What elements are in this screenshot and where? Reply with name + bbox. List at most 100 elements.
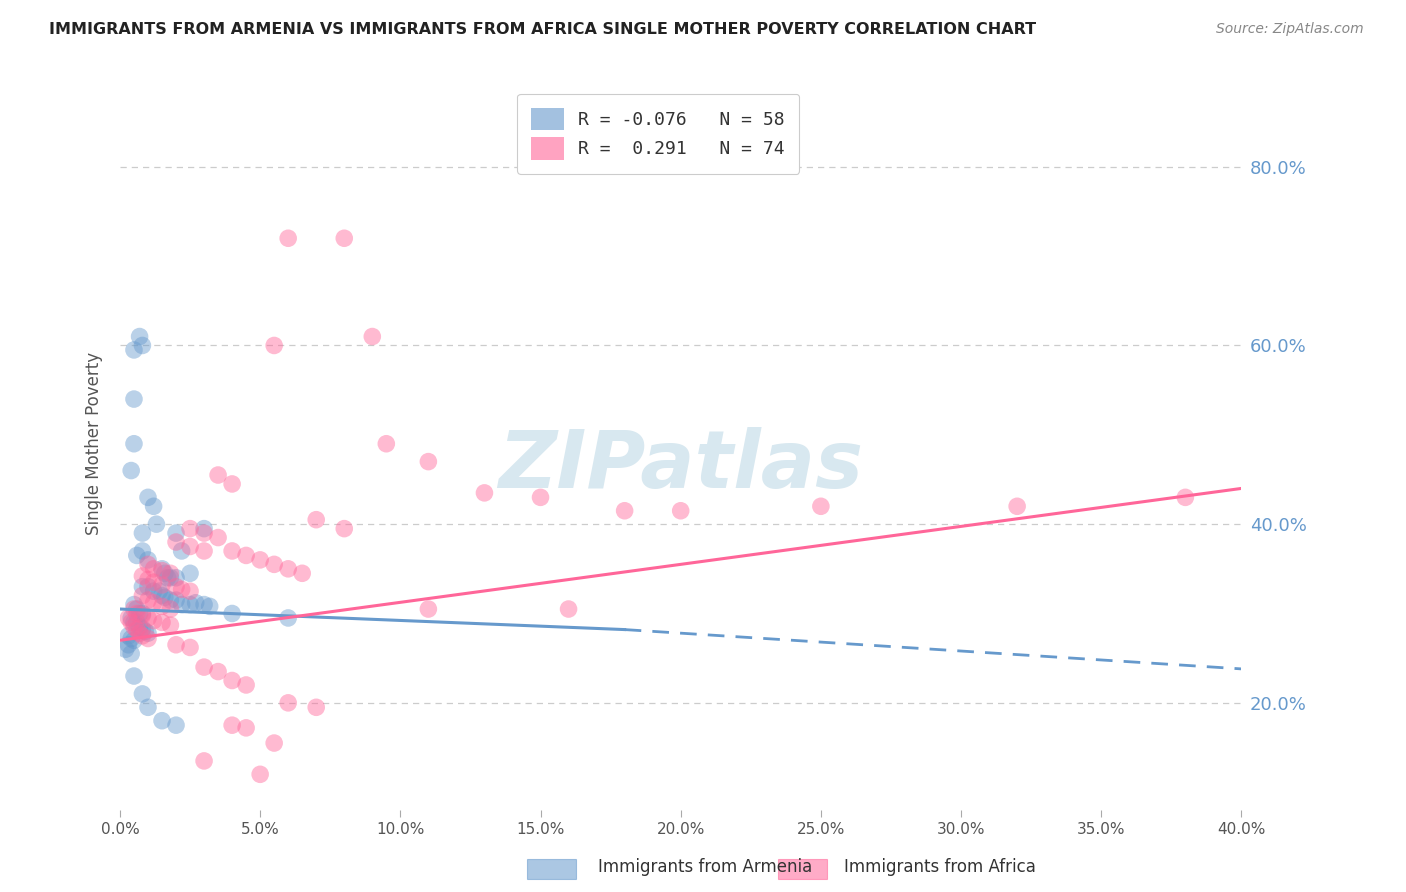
Point <box>150 615 173 630</box>
Point <box>184 596 207 610</box>
Point <box>122 620 145 634</box>
Point <box>122 669 145 683</box>
Point <box>179 540 201 554</box>
Legend: R = -0.076   N = 58, R =  0.291   N = 74: R = -0.076 N = 58, R = 0.291 N = 74 <box>517 94 800 174</box>
Point <box>145 517 167 532</box>
Point <box>142 575 165 590</box>
Point <box>142 562 165 576</box>
Point <box>125 623 148 637</box>
Point <box>122 615 145 630</box>
Point <box>120 464 142 478</box>
Point <box>136 632 159 646</box>
Text: IMMIGRANTS FROM ARMENIA VS IMMIGRANTS FROM AFRICA SINGLE MOTHER POVERTY CORRELAT: IMMIGRANTS FROM ARMENIA VS IMMIGRANTS FR… <box>49 22 1036 37</box>
Point <box>235 549 257 563</box>
Point <box>207 468 229 483</box>
Point <box>305 700 328 714</box>
Point <box>179 598 201 612</box>
Point <box>221 477 243 491</box>
Text: Immigrants from Africa: Immigrants from Africa <box>844 858 1035 876</box>
Point <box>235 678 257 692</box>
Point <box>131 629 153 643</box>
Point <box>170 544 193 558</box>
Point <box>125 607 148 621</box>
Point <box>122 436 145 450</box>
Point <box>150 564 173 578</box>
Point <box>193 522 215 536</box>
Point <box>193 526 215 541</box>
Point <box>131 526 153 541</box>
Point <box>165 535 187 549</box>
Point <box>120 611 142 625</box>
Point <box>131 580 153 594</box>
Point <box>361 329 384 343</box>
Point <box>136 593 159 607</box>
Point <box>179 522 201 536</box>
Point <box>1005 500 1028 514</box>
Point <box>114 642 136 657</box>
Point <box>117 638 139 652</box>
Point <box>263 558 285 572</box>
Point <box>122 392 145 406</box>
Point <box>150 578 173 592</box>
Point <box>125 615 148 630</box>
Point <box>193 598 215 612</box>
Text: Source: ZipAtlas.com: Source: ZipAtlas.com <box>1216 22 1364 37</box>
Point <box>418 455 440 469</box>
Point <box>134 624 156 639</box>
Point <box>198 599 221 614</box>
Point <box>156 571 179 585</box>
Point <box>221 718 243 732</box>
Point <box>150 599 173 614</box>
Point <box>1174 491 1197 505</box>
Point <box>810 500 832 514</box>
Point <box>136 553 159 567</box>
Point <box>131 607 153 621</box>
Point <box>150 589 173 603</box>
Point <box>277 696 299 710</box>
Point <box>122 598 145 612</box>
Point <box>122 602 145 616</box>
Point <box>249 767 271 781</box>
Point <box>170 582 193 597</box>
Point <box>179 584 201 599</box>
Point <box>117 611 139 625</box>
Text: ZIPatlas: ZIPatlas <box>498 426 863 505</box>
Point <box>221 544 243 558</box>
Point <box>474 486 496 500</box>
Point <box>131 569 153 583</box>
Point <box>165 580 187 594</box>
Point <box>333 231 356 245</box>
Point <box>557 602 579 616</box>
Point <box>170 598 193 612</box>
Point <box>333 522 356 536</box>
Point <box>418 602 440 616</box>
Point <box>159 566 181 581</box>
Point <box>207 531 229 545</box>
Point <box>125 602 148 616</box>
Point <box>159 602 181 616</box>
Point <box>142 500 165 514</box>
Point <box>125 549 148 563</box>
Point <box>159 593 181 607</box>
Point <box>142 596 165 610</box>
Point <box>207 665 229 679</box>
Point <box>529 491 551 505</box>
Point <box>193 544 215 558</box>
Point <box>179 566 201 581</box>
Point <box>142 584 165 599</box>
Point <box>159 571 181 585</box>
Point <box>159 618 181 632</box>
Point <box>165 638 187 652</box>
Point <box>235 721 257 735</box>
Text: Immigrants from Armenia: Immigrants from Armenia <box>598 858 811 876</box>
Point <box>153 566 176 581</box>
Point <box>131 544 153 558</box>
Point <box>131 589 153 603</box>
Point <box>120 647 142 661</box>
Point <box>128 329 150 343</box>
Point <box>305 513 328 527</box>
Point <box>263 736 285 750</box>
Point <box>179 640 201 655</box>
Point <box>136 491 159 505</box>
Point <box>150 562 173 576</box>
